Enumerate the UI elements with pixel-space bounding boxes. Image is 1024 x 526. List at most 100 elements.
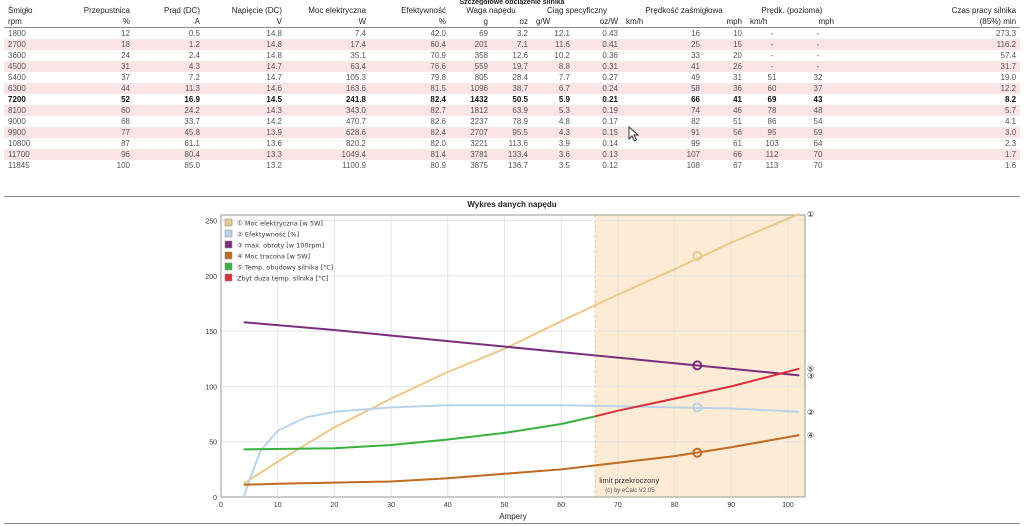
column-unit: V xyxy=(204,16,286,28)
table-cell: - xyxy=(816,51,820,60)
table-cell: 241.8 xyxy=(345,95,366,104)
table-row: 9900 77 45.8 13.9 628.6 82.4 2707 95.5 4.3 0.15 91… xyxy=(4,127,1021,138)
table-cell: 9000 xyxy=(8,117,26,126)
table-row: 9000 68 33.7 14.2 470.7 82.6 2237 78.9 4.8 0.17 82… xyxy=(4,116,1020,127)
table-cell: 17.4 xyxy=(350,40,366,49)
table-cell: 45.8 xyxy=(184,128,200,137)
table-cell: 31.7 xyxy=(1000,62,1017,71)
table-cell: 57.4 xyxy=(1000,51,1017,60)
table-cell: 85.0 xyxy=(184,161,200,170)
y-tick-label: 250 xyxy=(205,219,217,226)
divider xyxy=(4,196,1020,197)
table-cell: 16.9 xyxy=(184,95,200,104)
column-unit: % xyxy=(54,16,134,28)
column-unit: km/h xyxy=(746,16,798,28)
table-cell: 59 xyxy=(813,128,823,137)
table-cell: 58 xyxy=(691,84,700,93)
legend-swatch xyxy=(224,251,233,260)
y-tick-label: 50 xyxy=(209,440,217,447)
table-cell: 10.2 xyxy=(554,51,570,60)
table-cell: 1.2 xyxy=(188,40,200,49)
x-tick-label: 30 xyxy=(387,502,395,509)
table-cell: 91 xyxy=(691,128,700,137)
table-cell: 77 xyxy=(121,128,130,137)
table-cell: 36 xyxy=(733,84,742,93)
table-cell: 1096 xyxy=(470,84,488,93)
table-cell: 0.24 xyxy=(602,84,618,93)
table-cell: 70.9 xyxy=(430,51,446,60)
table-cell: 0.41 xyxy=(602,40,618,49)
table-cell: 5.9 xyxy=(558,95,570,104)
table-cell: 54 xyxy=(813,117,823,126)
table-row: 5400 37 7.2 14.7 105.3 79.8 805 28.4 7.7 0.27 49 31… xyxy=(4,72,1020,83)
table-cell: 8.2 xyxy=(1004,95,1017,104)
table-cell: 69 xyxy=(767,95,777,104)
x-tick-label: 60 xyxy=(557,502,565,509)
table-cell: 82.4 xyxy=(430,128,446,137)
table-cell: 8.8 xyxy=(558,62,570,71)
column-unit: % xyxy=(370,16,450,28)
table-cell: 66 xyxy=(733,150,742,159)
table-cell: 31 xyxy=(733,73,742,82)
legend-swatch xyxy=(224,273,233,282)
table-title: Szczegółowe obciążenie silnika xyxy=(459,0,565,5)
column-unit: oz xyxy=(492,16,532,28)
table-cell: 0.15 xyxy=(602,128,618,137)
legend-entry: ④ Moc tracona [w 5W] xyxy=(237,253,310,261)
table-cell: 49 xyxy=(691,73,700,82)
table-cell: 70 xyxy=(813,161,823,170)
table-cell: 470.7 xyxy=(345,117,366,126)
table-cell: 61 xyxy=(733,139,742,148)
column-header: Prąd (DC) xyxy=(163,6,200,15)
x-tick-label: 80 xyxy=(671,502,679,509)
table-cell: 24 xyxy=(121,51,130,60)
table-row: 11845 100 85.0 13.2 1100.9 80.9 3875 136.7 3.5 0.… xyxy=(4,160,1020,171)
table-cell: 0.5 xyxy=(188,29,200,38)
table-cell: 3781 xyxy=(470,150,488,159)
table-cell: 41 xyxy=(691,62,700,71)
table-units-row: rpm% A V W% g oz g/W oz/W km/h mph km/h mph (85%) mi… xyxy=(4,16,1021,28)
table-cell: 2.3 xyxy=(1004,139,1017,148)
table-cell: 82.7 xyxy=(430,106,446,115)
table-cell: 60 xyxy=(121,106,130,115)
table-cell: 78 xyxy=(767,106,777,115)
table-cell: 6.7 xyxy=(558,84,570,93)
table-cell: 32 xyxy=(813,73,823,82)
table-cell: 81.5 xyxy=(430,84,446,93)
table-cell: 7.7 xyxy=(558,73,570,82)
table-cell: 7.4 xyxy=(354,29,366,38)
table-row: 10800 87 61.1 13.6 820.2 82.0 3221 113.6 3.9 0.14… xyxy=(4,138,1020,149)
table-cell: 358 xyxy=(474,51,488,60)
table-cell: 0.31 xyxy=(602,62,618,71)
column-header: Napięcie (DC) xyxy=(231,6,282,15)
series-end-marker: ② xyxy=(807,408,814,417)
table-cell: 14.3 xyxy=(266,106,282,115)
table-cell: 44 xyxy=(121,84,130,93)
table-cell: 9900 xyxy=(8,128,26,137)
series-end-marker: ④ xyxy=(807,431,814,440)
table-cell: 343.0 xyxy=(345,106,366,115)
table-cell: 0.14 xyxy=(602,139,618,148)
table-cell: 99 xyxy=(691,139,700,148)
column-header: Efektywność xyxy=(401,6,446,15)
table-cell: 10800 xyxy=(8,139,31,148)
table-cell: 273.3 xyxy=(996,29,1017,38)
legend-swatch xyxy=(224,240,233,249)
table-cell: 15 xyxy=(733,40,742,49)
legend-entry: ② Efektywność [%] xyxy=(237,231,299,239)
table-cell: 8100 xyxy=(8,106,26,115)
table-cell: - xyxy=(816,29,820,38)
series-point xyxy=(692,402,703,413)
table-cell: 35.1 xyxy=(350,51,366,60)
series-line xyxy=(594,367,800,418)
table-cell: 11.3 xyxy=(185,84,200,93)
table-cell: 82 xyxy=(691,117,700,126)
table-cell: 37 xyxy=(121,73,130,82)
table-cell: 11700 xyxy=(8,150,30,159)
table-cell: 37 xyxy=(813,84,823,93)
legend-entry: ① Moc elektryczna [w 5W] xyxy=(237,220,323,228)
table-cell: 1800 xyxy=(8,29,26,38)
table-cell: 69 xyxy=(479,29,488,38)
table-cell: 96 xyxy=(121,150,130,159)
series-line xyxy=(243,212,800,485)
